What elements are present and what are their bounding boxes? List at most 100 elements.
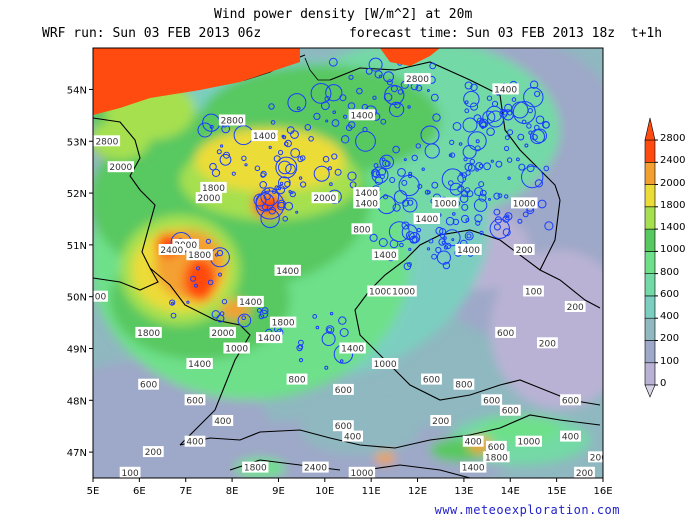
wind-station-marker [393,190,408,204]
wind-station-marker [464,108,470,114]
wind-station-marker [490,159,494,163]
country-border-8 [499,414,601,429]
forecast-time-label: forecast time: Sun 03 FEB 2013 18z t+1h [349,26,663,41]
wind-station-marker [379,174,385,180]
wind-station-marker [382,159,390,168]
contour-label-bg [209,326,236,338]
wind-station-marker [379,154,395,170]
contour-label: 1800 [202,184,225,194]
contour-label-bg [256,332,283,344]
country-border-7 [539,269,601,309]
wind-station-marker [286,126,295,135]
wind-station-marker [430,93,439,102]
wind-station-marker [258,313,265,320]
wind-station-marker [408,247,412,251]
wind-station-marker [486,95,493,101]
wind-station-marker [287,93,307,113]
wind-station-marker [295,210,299,214]
wind-station-marker [282,135,287,140]
wind-station-marker [407,105,411,109]
contour-label-bg [348,109,376,121]
website-link[interactable]: www.meteoexploration.com [434,503,620,517]
contour-label-bg [515,435,542,447]
wind-station-marker [522,211,529,218]
contour-label: 2400 [160,246,183,256]
wind-station-marker [470,83,478,92]
country-border-1 [329,61,501,96]
contour-label-bg [404,73,431,85]
x-tick-label: 6E [133,486,146,497]
contour-label: 1000 [374,360,397,370]
contour-label-bg [481,394,503,406]
contour-label-bg [390,285,417,297]
wind-station-marker [194,283,198,288]
wind-station-marker [544,221,554,231]
contour-label-bg [119,466,141,478]
wind-station-marker [532,128,547,143]
wind-station-marker [298,358,304,363]
contour-label-bg [351,223,373,235]
contour-label-bg [286,373,308,385]
contour-label-bg [333,420,354,432]
contour-label: 1400 [258,334,281,344]
wind-station-marker [216,314,225,323]
wind-station-marker [186,300,190,304]
wind-station-marker [313,165,330,182]
contour-label: 800 [288,376,305,386]
wind-station-marker [369,233,378,242]
wind-station-marker [443,229,461,247]
wind-station-marker [529,80,539,89]
contour-label-bg [421,373,442,385]
wind-station-marker [325,325,335,334]
wind-station-marker [497,193,503,199]
wind-station-marker [329,182,333,187]
x-tick-label: 15E [547,486,566,497]
wind-station-marker [325,119,329,123]
colorbar-segment [644,162,656,185]
wind-station-marker [417,183,423,189]
wind-station-marker [259,181,268,189]
wind-station-marker [169,299,176,306]
wind-station-marker [424,189,430,195]
wind-station-marker [392,145,400,154]
wind-station-marker [504,135,510,141]
contour-label: 1400 [457,246,480,256]
contour-label: 600 [335,386,352,396]
contour-label: 2000 [211,329,234,339]
wind-station-marker [312,314,318,319]
wind-station-marker [462,117,478,133]
colorbar-top-arrow [644,117,656,141]
wind-station-marker [284,201,294,211]
wind-station-marker [478,181,485,188]
contour-label: 1000 [517,438,540,448]
wind-station-marker [505,214,510,219]
contour-label: 1800 [244,464,267,474]
contour-label: 200 [516,246,533,256]
wind-station-marker [308,136,314,142]
wind-station-marker [464,81,473,90]
contour-label: 2800 [95,137,118,147]
wind-station-marker [439,228,447,235]
wind-station-marker [325,84,343,102]
contour-label-bg [212,415,234,426]
contour-label: 1400 [415,215,438,225]
wind-station-marker [459,194,469,203]
wind-station-marker [321,332,336,346]
wind-station-marker [479,189,487,197]
wind-station-marker [278,149,284,156]
colorbar-label: 400 [660,311,680,323]
wind-station-marker [349,181,357,189]
contour-label: 200 [576,469,593,479]
contour-label-bg [537,337,558,349]
wind-station-marker [401,221,410,230]
colorbar-label: 1800 [660,199,686,211]
contour-label: 1400 [341,345,364,355]
wind-station-marker [464,187,471,194]
contour-label: 600 [488,443,505,453]
contour-label-bg [311,192,338,204]
x-tick-label: 13E [454,486,473,497]
wind-station-marker [448,180,454,186]
contour-label: 1000 [392,288,415,298]
wind-station-marker [343,114,348,119]
wind-station-marker [237,313,252,328]
